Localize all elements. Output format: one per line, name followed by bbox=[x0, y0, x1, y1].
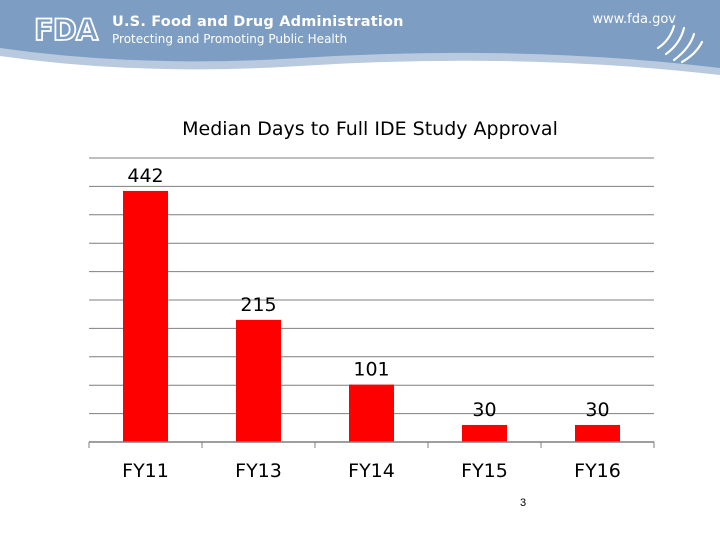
header-banner bbox=[0, 0, 720, 75]
chart-title: Median Days to Full IDE Study Approval bbox=[182, 118, 558, 140]
value-label: 30 bbox=[472, 399, 496, 421]
value-label: 215 bbox=[240, 294, 276, 316]
x-tick-label: FY13 bbox=[235, 460, 282, 482]
website-link[interactable]: www.fda.gov bbox=[592, 12, 676, 27]
x-tick-label: FY11 bbox=[122, 460, 169, 482]
bar-fy11 bbox=[123, 190, 168, 442]
fda-logo-text: FDA bbox=[34, 14, 99, 44]
value-label: 442 bbox=[127, 165, 163, 187]
x-tick-label: FY15 bbox=[461, 460, 508, 482]
value-labels: 442 215 101 30 30 bbox=[127, 165, 609, 421]
value-label: 101 bbox=[353, 359, 389, 381]
x-tick-label: FY14 bbox=[348, 460, 395, 482]
bar-fy14 bbox=[349, 384, 394, 442]
agency-tagline: Protecting and Promoting Public Health bbox=[112, 32, 348, 46]
bars bbox=[123, 190, 620, 442]
agency-name: U.S. Food and Drug Administration bbox=[112, 14, 404, 30]
value-label: 30 bbox=[585, 399, 609, 421]
bar-fy13 bbox=[236, 319, 281, 442]
hhs-eagle-icon bbox=[656, 24, 704, 64]
x-tick-labels: FY11 FY13 FY14 FY15 FY16 bbox=[122, 460, 621, 482]
bar-fy16 bbox=[575, 424, 620, 442]
fda-logo: FDA bbox=[34, 14, 101, 44]
bar-fy15 bbox=[462, 424, 507, 442]
x-axis bbox=[88, 441, 655, 448]
x-tick-label: FY16 bbox=[574, 460, 621, 482]
page-number: 3 bbox=[520, 497, 527, 509]
